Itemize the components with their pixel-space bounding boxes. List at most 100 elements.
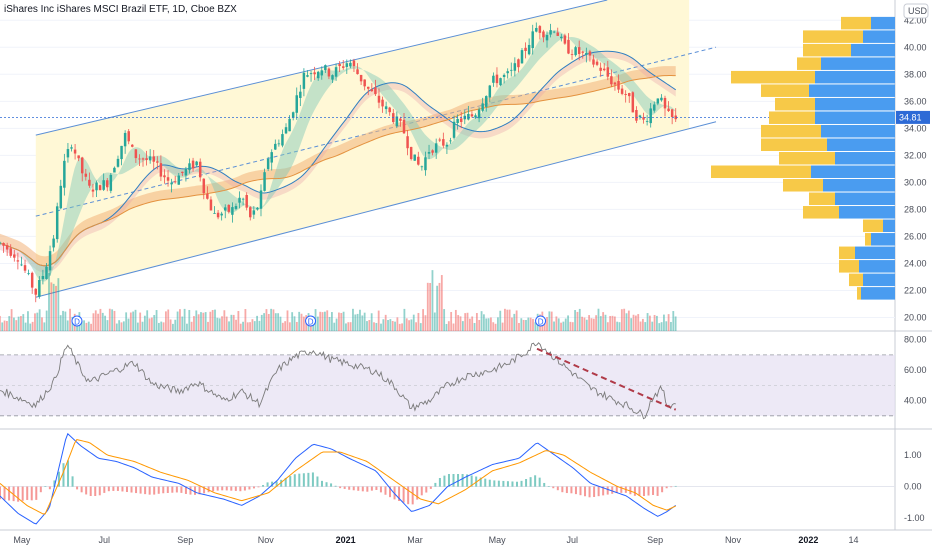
dividend-marker-label[interactable]: D bbox=[308, 318, 314, 327]
macd-histogram-bar bbox=[266, 482, 269, 487]
macd-histogram-bar bbox=[153, 486, 156, 495]
volume-bar bbox=[132, 311, 135, 331]
candle-body bbox=[649, 108, 652, 124]
volume-bar bbox=[242, 321, 244, 331]
candle-body bbox=[595, 61, 599, 65]
candle-body bbox=[452, 121, 456, 138]
volume-bar bbox=[616, 321, 619, 331]
ma-ribbon-mid bbox=[0, 51, 676, 273]
macd-signal-line[interactable] bbox=[0, 439, 676, 515]
macd-histogram-bar bbox=[144, 486, 147, 495]
volume-bar bbox=[667, 314, 670, 331]
rsi-trendline[interactable] bbox=[536, 347, 677, 411]
dividend-marker-1[interactable]: D bbox=[305, 315, 317, 327]
volume-bar bbox=[546, 317, 548, 331]
volume-bar bbox=[263, 313, 266, 331]
candle-body bbox=[667, 108, 670, 112]
macd-histogram-bar bbox=[615, 486, 618, 493]
volume-bar bbox=[155, 310, 158, 331]
time-axis-label: Jul bbox=[567, 535, 579, 545]
volume-bar bbox=[440, 275, 443, 331]
volume-bar bbox=[611, 315, 614, 331]
volume-bar bbox=[8, 316, 11, 331]
candle-body bbox=[670, 109, 674, 118]
candle-body bbox=[660, 97, 663, 101]
candle-body bbox=[628, 93, 631, 97]
volume-bar bbox=[277, 313, 280, 331]
volume-bar bbox=[331, 312, 333, 331]
macd-histogram-bar bbox=[479, 477, 482, 487]
dividend-marker-label[interactable]: D bbox=[74, 318, 80, 327]
channel-lower-line[interactable] bbox=[35, 121, 717, 298]
volume-bar bbox=[649, 315, 651, 331]
macd-histogram-bar bbox=[80, 486, 83, 493]
volume-bar bbox=[480, 311, 483, 331]
volume-bar bbox=[27, 311, 29, 331]
dividend-marker-circle[interactable] bbox=[71, 315, 83, 327]
volume-bar bbox=[501, 322, 504, 331]
volume-bar bbox=[230, 314, 233, 331]
volume-bar bbox=[295, 321, 298, 331]
candle-body bbox=[270, 152, 273, 163]
currency-badge-frame[interactable] bbox=[903, 3, 929, 19]
volume-bar bbox=[511, 317, 513, 331]
macd-line[interactable] bbox=[0, 432, 677, 525]
volume-bar bbox=[228, 321, 230, 331]
volume-bar bbox=[394, 321, 396, 331]
volume-bar bbox=[419, 323, 422, 331]
dividend-marker-circle[interactable] bbox=[535, 315, 547, 327]
macd-histogram-bar bbox=[656, 486, 659, 496]
macd-histogram-bar bbox=[384, 486, 387, 495]
dividend-marker-2[interactable]: D bbox=[535, 315, 547, 327]
macd-histogram-bar bbox=[565, 486, 568, 494]
profile-down-bar bbox=[809, 192, 835, 206]
volume-bar bbox=[319, 311, 322, 331]
macd-histogram-bar bbox=[307, 472, 310, 487]
volume-bar bbox=[606, 322, 609, 331]
dividend-marker-label[interactable]: D bbox=[538, 318, 544, 327]
volume-bar bbox=[613, 316, 616, 331]
volume-bar bbox=[515, 310, 518, 331]
profile-up-bar bbox=[861, 287, 895, 300]
macd-histogram-bar bbox=[597, 486, 600, 497]
volume-bar bbox=[623, 308, 626, 331]
volume-bar bbox=[581, 316, 583, 331]
macd-histogram-bar bbox=[57, 471, 60, 487]
candle-body bbox=[334, 67, 338, 77]
rsi-line[interactable] bbox=[0, 342, 676, 420]
volume-bar bbox=[115, 323, 118, 331]
volume-bar bbox=[490, 317, 492, 331]
volume-bar bbox=[342, 311, 345, 331]
rsi-panel[interactable] bbox=[0, 342, 895, 420]
candle-body bbox=[442, 139, 445, 146]
volume-bar bbox=[387, 320, 389, 331]
macd-histogram-bar bbox=[316, 476, 319, 487]
dividend-marker-0[interactable]: D bbox=[71, 315, 83, 327]
macd-histogram-bar bbox=[484, 478, 487, 487]
macd-histogram-bar bbox=[98, 486, 101, 496]
volume-bar bbox=[405, 318, 408, 331]
macd-histogram-bar bbox=[130, 486, 133, 493]
dividend-marker-circle[interactable] bbox=[305, 315, 317, 327]
volume-bar bbox=[237, 311, 240, 331]
volume-bar bbox=[251, 319, 254, 331]
volume-bar bbox=[401, 323, 403, 331]
candle-body bbox=[141, 158, 145, 160]
volume-bar bbox=[646, 313, 649, 331]
volume-bar bbox=[34, 313, 36, 331]
volume-bar bbox=[459, 316, 462, 331]
volume-bar bbox=[560, 322, 562, 331]
volume-bar bbox=[347, 322, 350, 331]
macd-histogram-bar bbox=[497, 480, 500, 487]
volume-bar bbox=[564, 318, 567, 331]
profile-up-bar bbox=[835, 192, 895, 206]
macd-panel[interactable] bbox=[0, 432, 895, 525]
volume-bar bbox=[436, 285, 439, 331]
volume-bar bbox=[286, 310, 289, 331]
currency-badge[interactable]: USD bbox=[908, 6, 928, 16]
volume-bar bbox=[57, 278, 60, 331]
volume-bar bbox=[534, 322, 537, 331]
macd-histogram-bar bbox=[302, 473, 305, 487]
